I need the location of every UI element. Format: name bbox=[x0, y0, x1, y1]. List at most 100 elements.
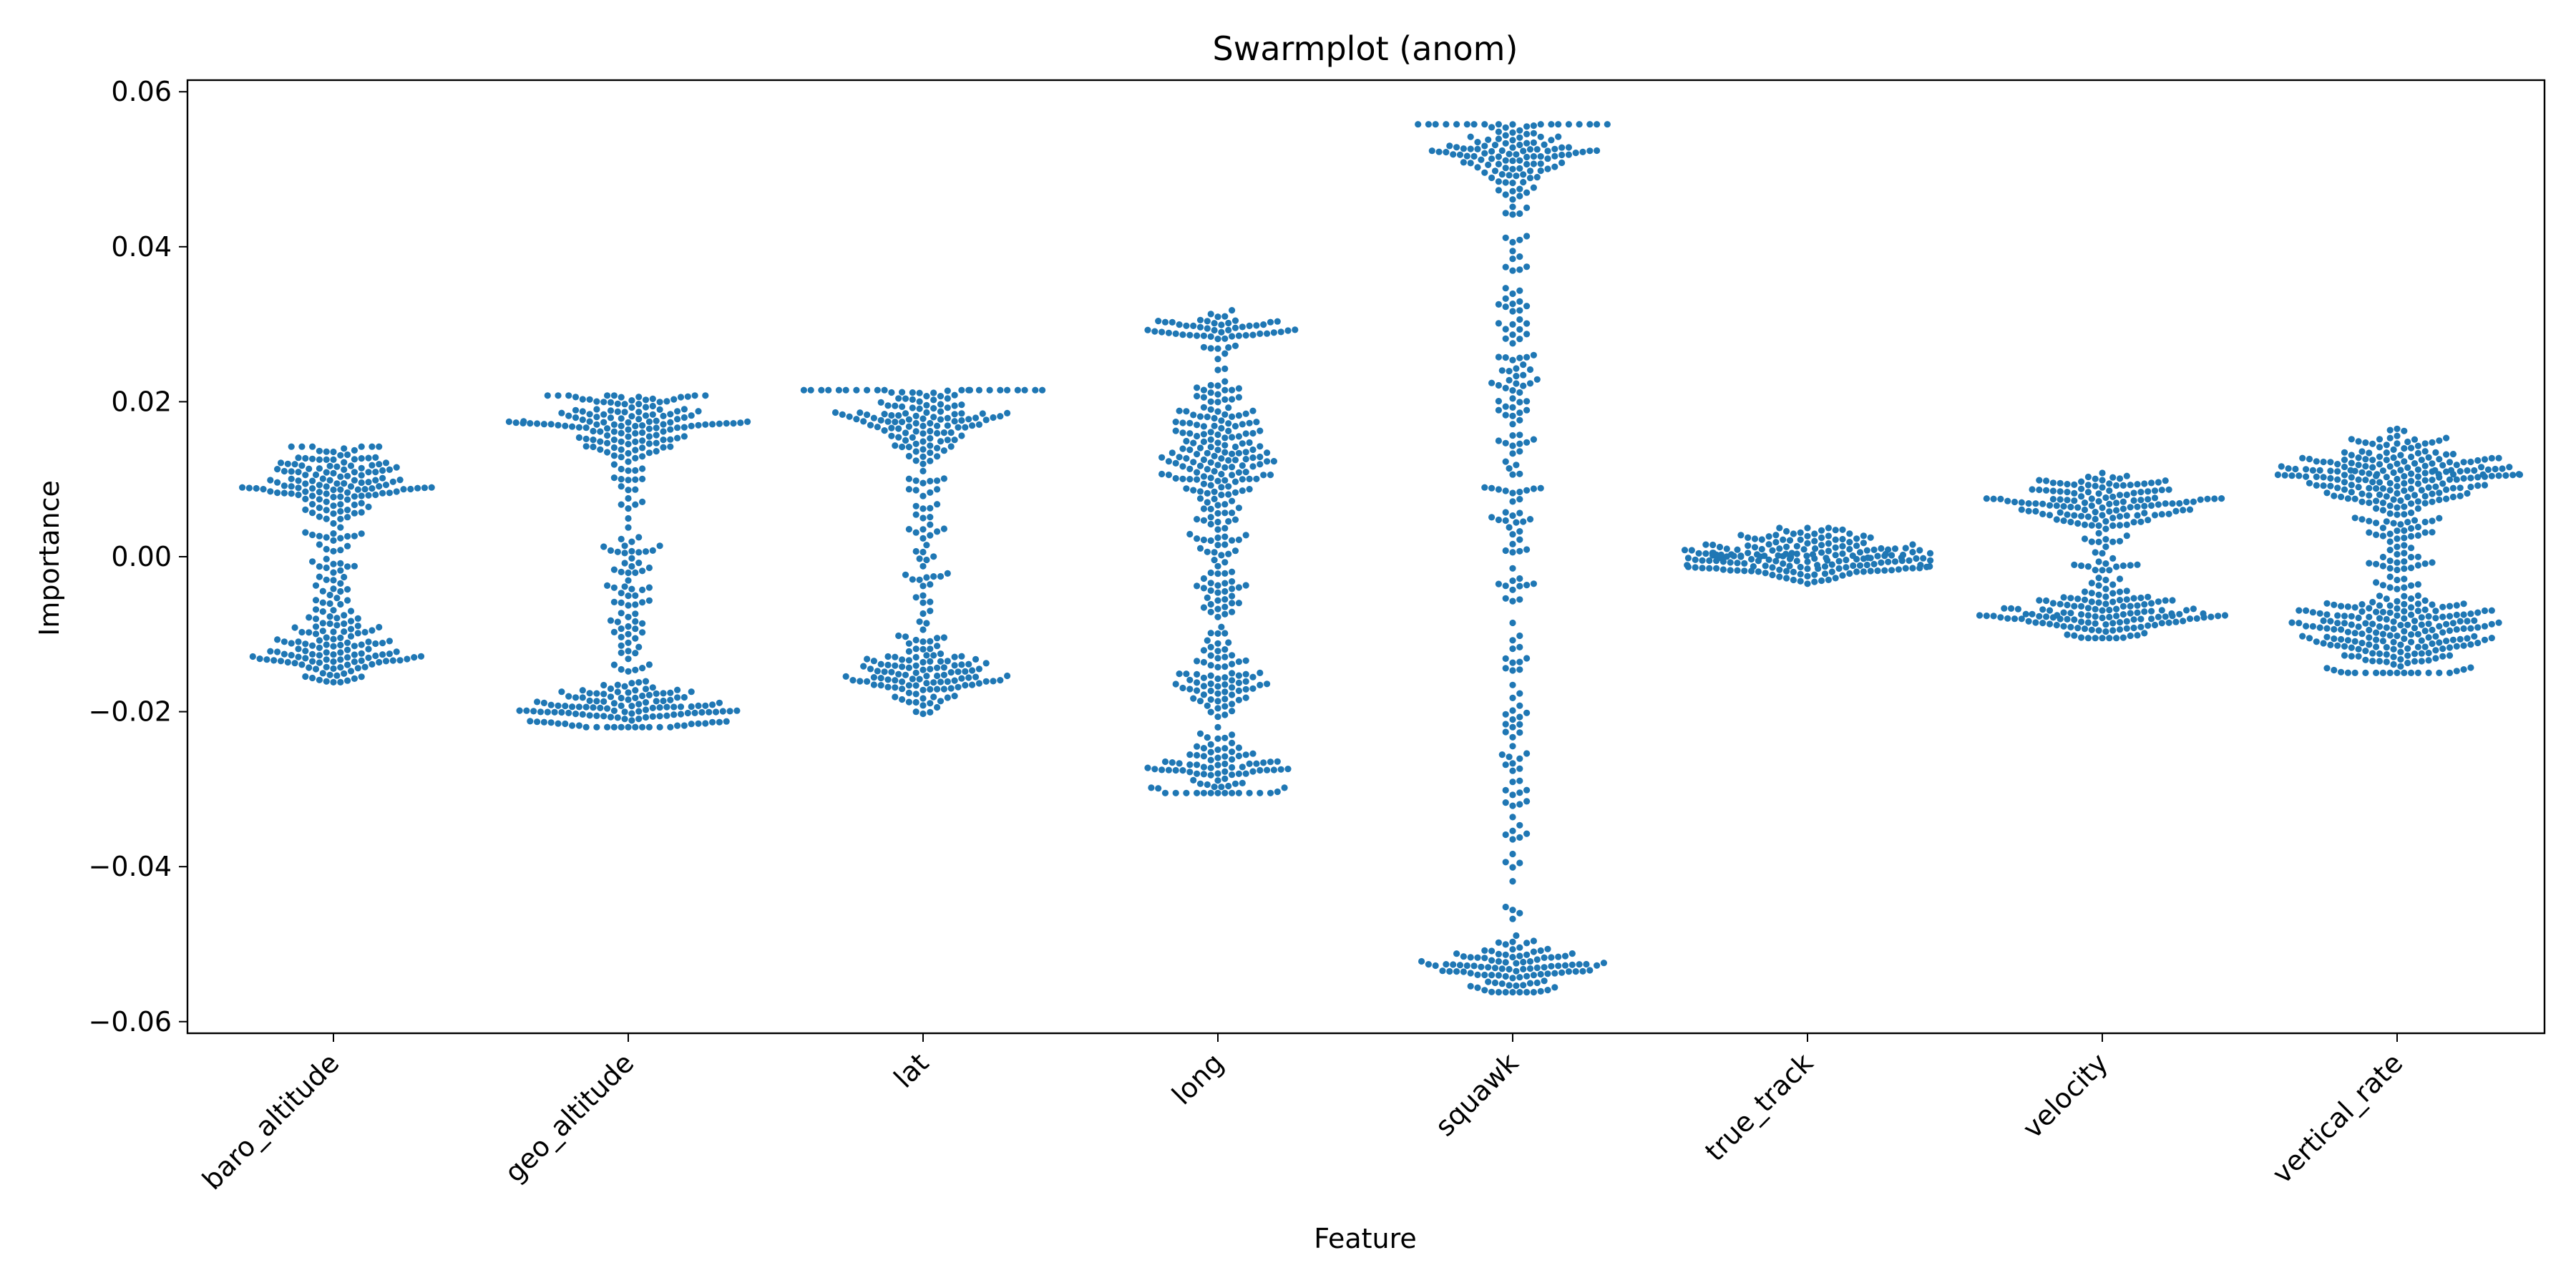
data-point bbox=[1927, 557, 1934, 564]
data-point bbox=[2165, 486, 2172, 493]
data-point bbox=[2464, 467, 2471, 474]
data-point bbox=[565, 392, 572, 399]
data-point bbox=[316, 447, 323, 454]
data-point bbox=[376, 623, 383, 631]
data-point bbox=[1513, 380, 1520, 387]
data-point bbox=[2467, 458, 2474, 466]
data-point bbox=[1509, 498, 1516, 505]
data-point bbox=[1218, 417, 1225, 424]
data-point bbox=[1456, 151, 1464, 158]
data-point bbox=[607, 399, 615, 406]
data-point bbox=[2137, 615, 2145, 623]
data-point bbox=[1509, 442, 1516, 449]
data-point bbox=[1748, 555, 1755, 563]
data-point bbox=[1502, 179, 1509, 186]
data-point bbox=[2095, 490, 2102, 497]
data-point bbox=[1481, 971, 1488, 979]
data-point bbox=[2043, 487, 2050, 494]
data-point bbox=[1190, 439, 1197, 447]
data-point bbox=[2425, 454, 2432, 461]
data-point bbox=[2386, 565, 2394, 572]
data-point bbox=[2116, 513, 2124, 520]
data-point bbox=[2355, 623, 2362, 630]
data-point bbox=[1204, 489, 1211, 497]
data-point bbox=[1551, 984, 1558, 991]
data-point bbox=[969, 681, 976, 688]
data-point bbox=[351, 651, 358, 658]
data-point bbox=[1533, 956, 1541, 963]
data-point bbox=[688, 703, 695, 711]
data-point bbox=[1839, 550, 1846, 557]
data-point bbox=[688, 688, 695, 696]
data-point bbox=[628, 710, 635, 717]
data-point bbox=[2092, 620, 2099, 628]
data-point bbox=[2383, 651, 2390, 658]
data-point bbox=[1196, 780, 1204, 787]
data-point bbox=[1555, 121, 1562, 128]
data-point bbox=[2116, 522, 2124, 529]
data-point bbox=[330, 628, 337, 635]
data-point bbox=[2004, 497, 2011, 504]
data-point bbox=[1229, 537, 1236, 544]
data-point bbox=[1516, 575, 1523, 582]
data-point bbox=[1231, 324, 1239, 331]
data-point bbox=[2425, 649, 2432, 657]
data-point bbox=[2390, 638, 2397, 646]
data-point bbox=[1200, 431, 1207, 438]
data-point bbox=[2148, 502, 2155, 509]
data-point bbox=[2084, 473, 2092, 481]
data-point bbox=[344, 646, 351, 653]
data-point bbox=[1885, 558, 1892, 565]
data-point bbox=[607, 414, 615, 421]
data-point bbox=[1218, 455, 1225, 462]
data-point bbox=[1239, 779, 1246, 786]
data-point bbox=[2502, 472, 2509, 479]
data-point bbox=[2460, 666, 2467, 673]
data-point bbox=[604, 449, 611, 456]
data-point bbox=[2331, 666, 2338, 674]
data-point bbox=[625, 723, 632, 731]
data-point bbox=[1523, 940, 1531, 947]
data-point bbox=[912, 645, 919, 653]
data-point bbox=[280, 489, 288, 497]
data-point bbox=[312, 665, 320, 673]
data-point bbox=[323, 456, 330, 464]
data-point bbox=[1425, 961, 1432, 968]
data-point bbox=[1804, 565, 1811, 572]
data-point bbox=[2369, 658, 2376, 665]
data-point bbox=[919, 686, 927, 693]
data-point bbox=[1516, 165, 1523, 172]
data-point bbox=[1828, 568, 1835, 575]
data-point bbox=[2029, 610, 2036, 618]
data-point bbox=[632, 687, 639, 694]
data-point bbox=[600, 691, 608, 698]
data-point bbox=[1495, 160, 1502, 167]
data-point bbox=[2127, 632, 2134, 640]
data-point bbox=[1853, 568, 1860, 575]
data-point bbox=[1513, 151, 1520, 158]
data-point bbox=[2408, 545, 2415, 552]
data-point bbox=[295, 469, 302, 476]
data-point bbox=[614, 408, 621, 416]
data-point bbox=[1860, 568, 1867, 575]
data-point bbox=[1207, 444, 1214, 451]
data-point bbox=[582, 435, 590, 443]
data-point bbox=[2376, 444, 2384, 451]
data-point bbox=[2323, 600, 2331, 607]
data-point bbox=[1249, 673, 1257, 680]
data-point bbox=[2351, 669, 2358, 677]
data-point bbox=[2397, 467, 2404, 474]
data-point bbox=[319, 599, 326, 606]
data-point bbox=[2401, 669, 2408, 677]
data-point bbox=[1231, 457, 1239, 464]
data-point bbox=[899, 686, 906, 693]
data-point bbox=[618, 535, 625, 543]
data-point bbox=[2449, 451, 2457, 458]
data-point bbox=[2011, 615, 2019, 623]
data-point bbox=[295, 638, 302, 645]
data-point bbox=[2119, 611, 2127, 618]
data-point bbox=[386, 466, 394, 474]
data-point bbox=[2439, 653, 2446, 660]
data-point bbox=[2492, 465, 2499, 473]
data-point bbox=[2418, 487, 2425, 494]
